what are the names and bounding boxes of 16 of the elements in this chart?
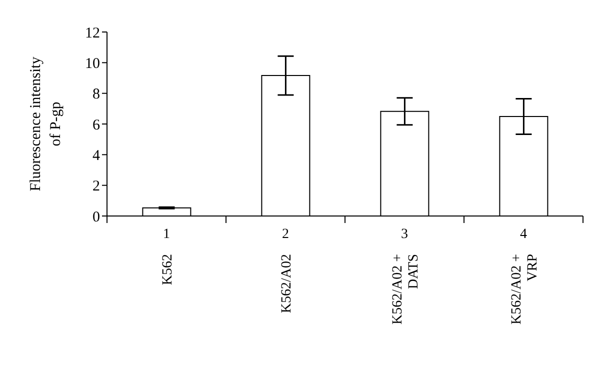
y-tick-label: 12 bbox=[85, 25, 100, 42]
y-tick-label: 2 bbox=[92, 178, 100, 195]
x-tick-label: 1 bbox=[163, 227, 170, 242]
text: K562/A02 bbox=[280, 254, 294, 314]
x-tick-label: 2 bbox=[282, 227, 289, 242]
text: K562/A02 + DATS bbox=[390, 254, 422, 325]
y-axis-title: Fluorescence intensity of P-gp bbox=[28, 56, 64, 192]
x-tick-label: 3 bbox=[401, 227, 408, 242]
y-tick-label: 4 bbox=[92, 148, 100, 164]
y-tick-label: 8 bbox=[92, 86, 100, 103]
x-tick-label: 4 bbox=[520, 227, 527, 242]
y-tick-label: 10 bbox=[85, 56, 100, 72]
text: K562 bbox=[160, 254, 176, 286]
y-tick-label: 6 bbox=[92, 117, 100, 134]
text: K562/A02 + VRP bbox=[510, 254, 540, 325]
y-tick-label: 0 bbox=[92, 209, 100, 226]
